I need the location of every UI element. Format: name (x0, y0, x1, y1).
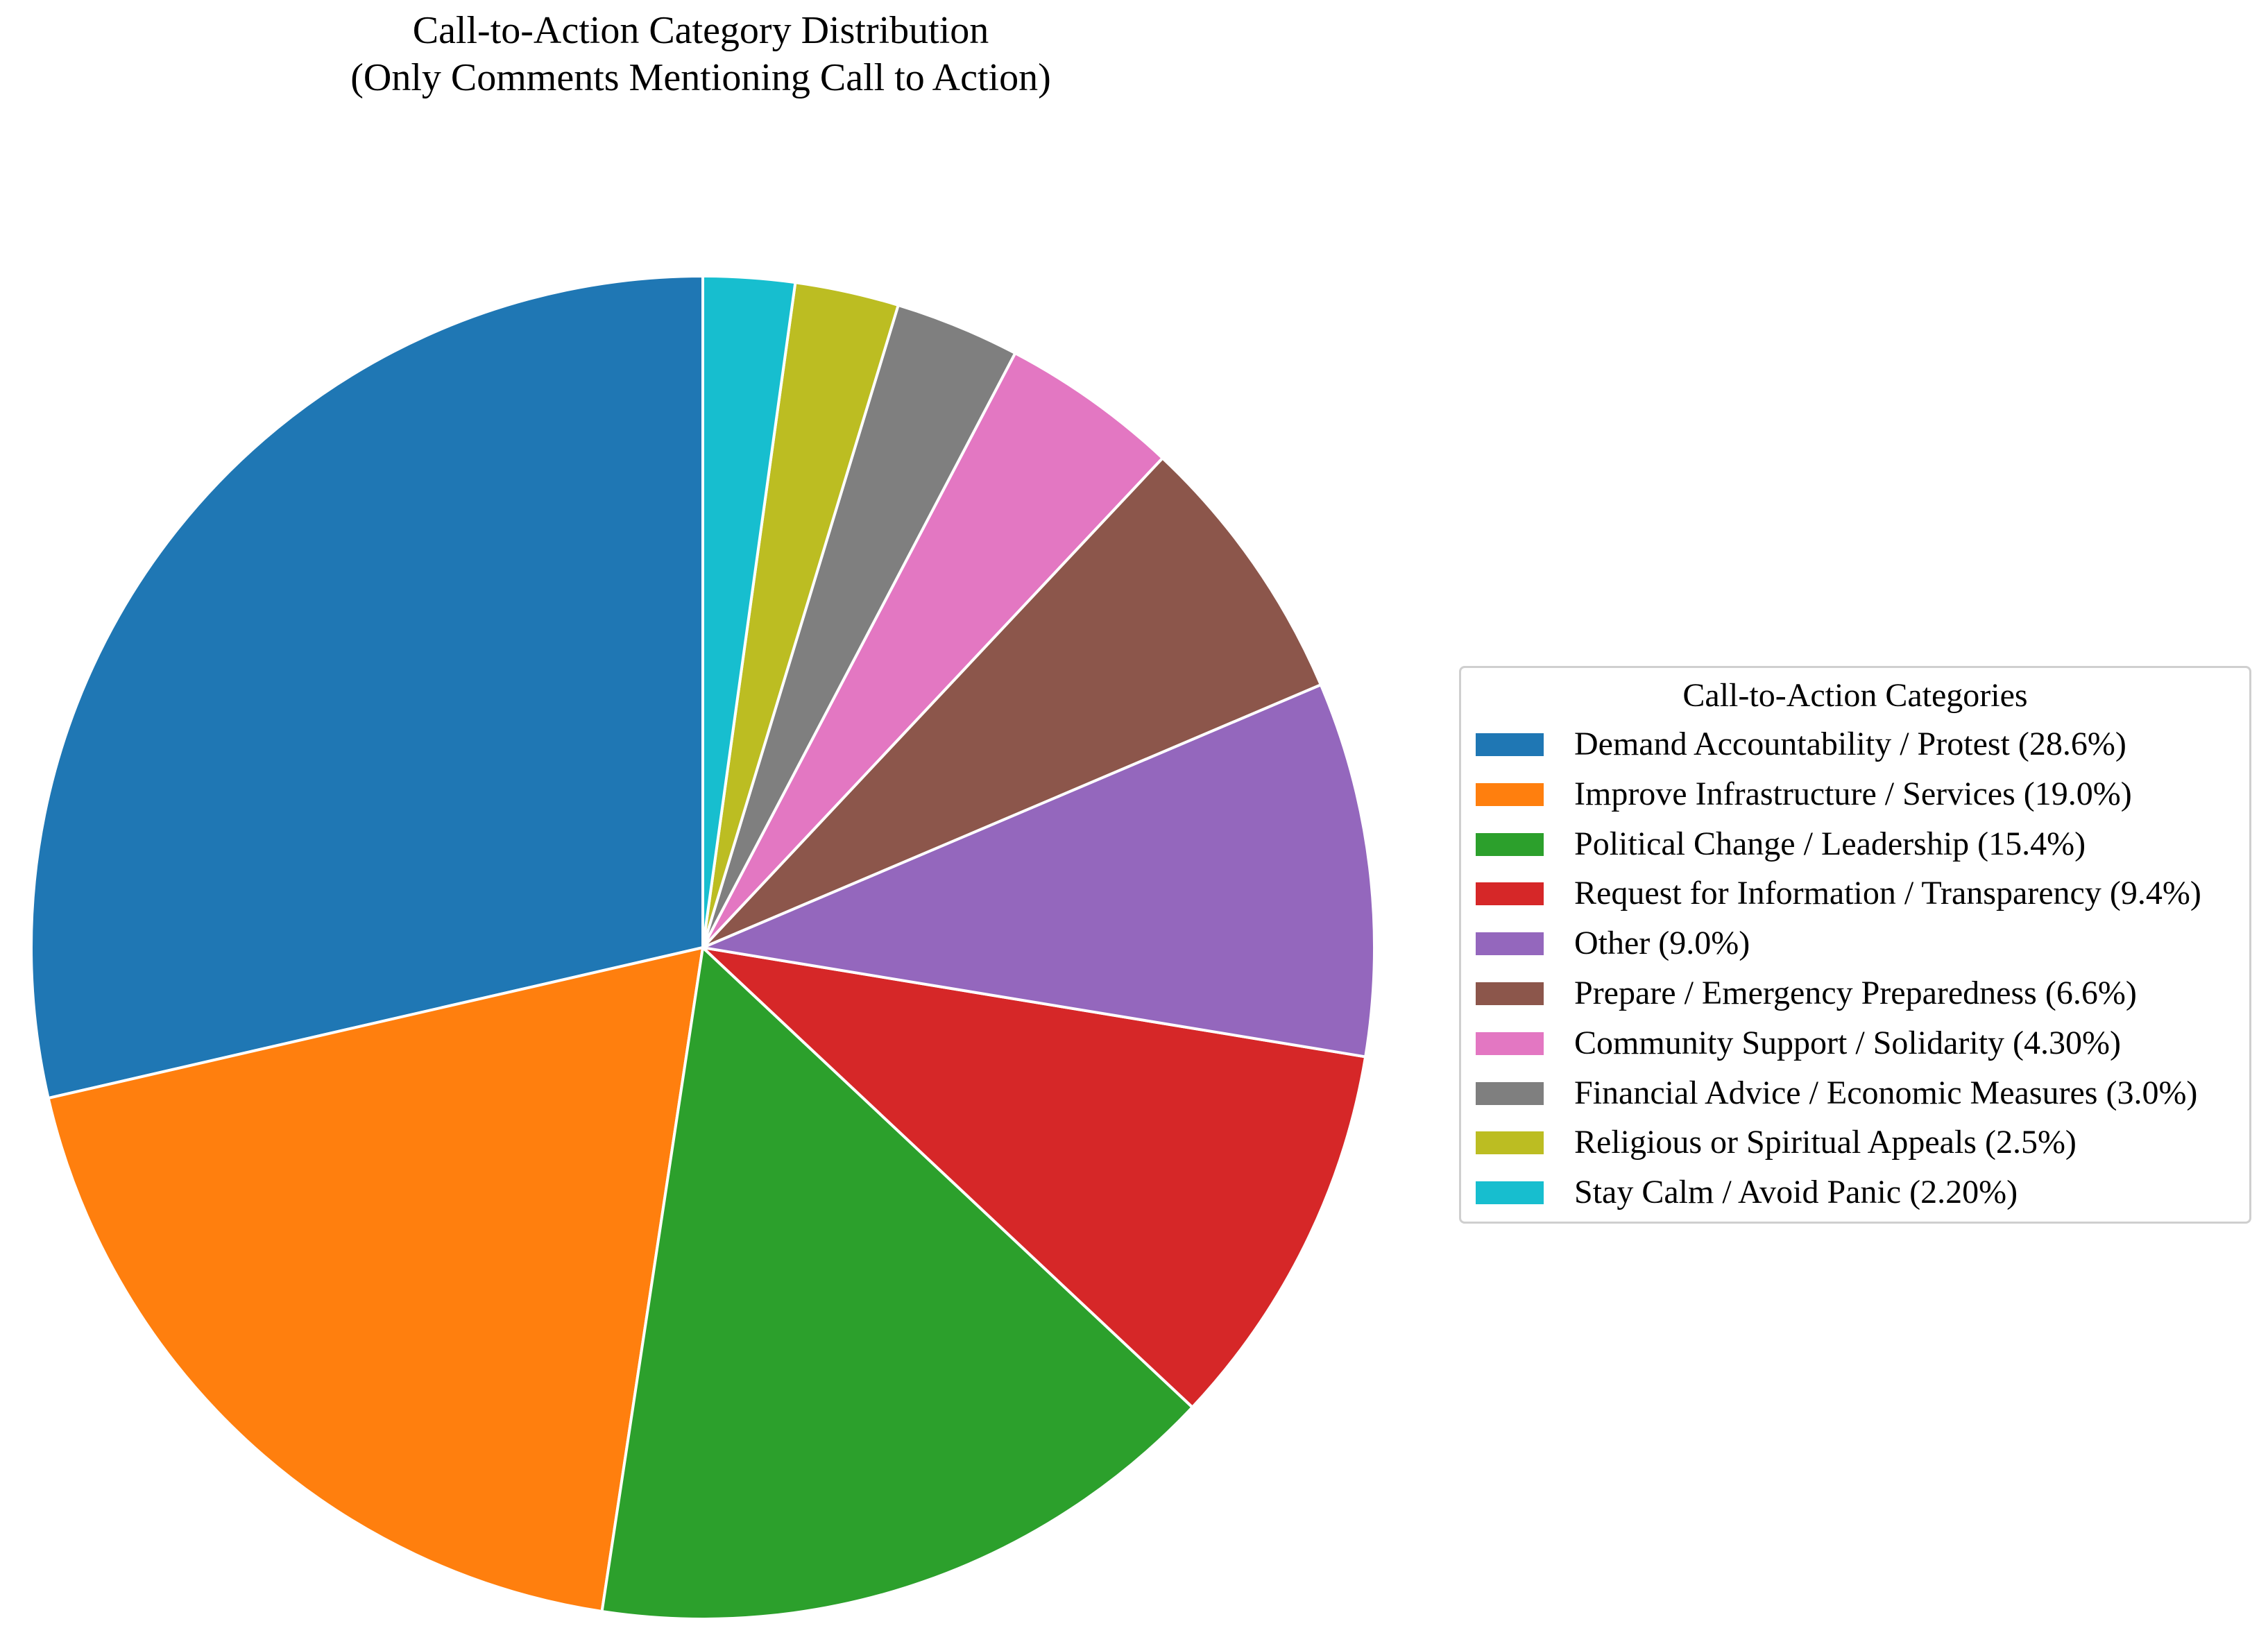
legend-label: Stay Calm / Avoid Panic (2.20%) (1574, 1174, 2018, 1211)
legend-label: Request for Information / Transparency (… (1574, 875, 2201, 912)
legend-swatch (1476, 1181, 1544, 1205)
legend-swatch (1476, 882, 1544, 906)
legend-entry: Stay Calm / Avoid Panic (2.20%) (1461, 1172, 2249, 1213)
pie-slice-political-change-leadership (600, 946, 1194, 1620)
pie-slice-community-support-solidarity (701, 352, 1164, 949)
pie-slice-improve-infrastructure-services (46, 946, 704, 1613)
legend-entry: Demand Accountability / Protest (28.6%) (1461, 724, 2249, 765)
legend-entry: Request for Information / Transparency (… (1461, 873, 2249, 914)
chart-title: Call-to-Action Category Distribution (On… (350, 9, 1051, 99)
pie-slice-request-for-information-transparency (701, 946, 1367, 1409)
legend-label: Other (9.0%) (1574, 925, 1750, 962)
legend-entry: Political Change / Leadership (15.4%) (1461, 823, 2249, 865)
pie-slice-stay-calm-avoid-panic (701, 275, 797, 949)
legend-entry: Other (9.0%) (1461, 923, 2249, 964)
legend-label: Prepare / Emergency Preparedness (6.6%) (1574, 975, 2137, 1011)
legend-label: Financial Advice / Economic Measures (3.… (1574, 1074, 2198, 1111)
legend-title: Call-to-Action Categories (1682, 677, 2028, 714)
legend-swatch (1476, 1081, 1544, 1105)
legend-label: Political Change / Leadership (15.4%) (1574, 825, 2086, 862)
legend-label: Demand Accountability / Protest (28.6%) (1574, 726, 2126, 762)
legend-entry: Financial Advice / Economic Measures (3.… (1461, 1072, 2249, 1114)
legend-label: Religious or Spiritual Appeals (2.5%) (1574, 1124, 2077, 1161)
legend-swatch (1476, 832, 1544, 856)
legend-label: Community Support / Solidarity (4.30%) (1574, 1024, 2121, 1061)
legend-swatch (1476, 782, 1544, 806)
pie-slices (30, 275, 1376, 1620)
legend-swatch (1476, 733, 1544, 756)
legend-swatch (1476, 932, 1544, 956)
legend-entry: Community Support / Solidarity (4.30%) (1461, 1022, 2249, 1064)
legend-label: Improve Infrastructure / Services (19.0%… (1574, 775, 2132, 812)
legend-swatch (1476, 1131, 1544, 1155)
legend-entry: Prepare / Emergency Preparedness (6.6%) (1461, 973, 2249, 1014)
legend: Call-to-Action Categories Demand Account… (1459, 666, 2251, 1224)
legend-entry: Improve Infrastructure / Services (19.0%… (1461, 773, 2249, 815)
legend-entry: Religious or Spiritual Appeals (2.5%) (1461, 1122, 2249, 1163)
pie-slice-demand-accountability-protest (30, 275, 704, 1100)
legend-swatch (1476, 982, 1544, 1005)
legend-swatch (1476, 1031, 1544, 1055)
pie-slice-other (701, 683, 1376, 1059)
pie-slice-prepare-emergency-preparedness (701, 456, 1322, 949)
